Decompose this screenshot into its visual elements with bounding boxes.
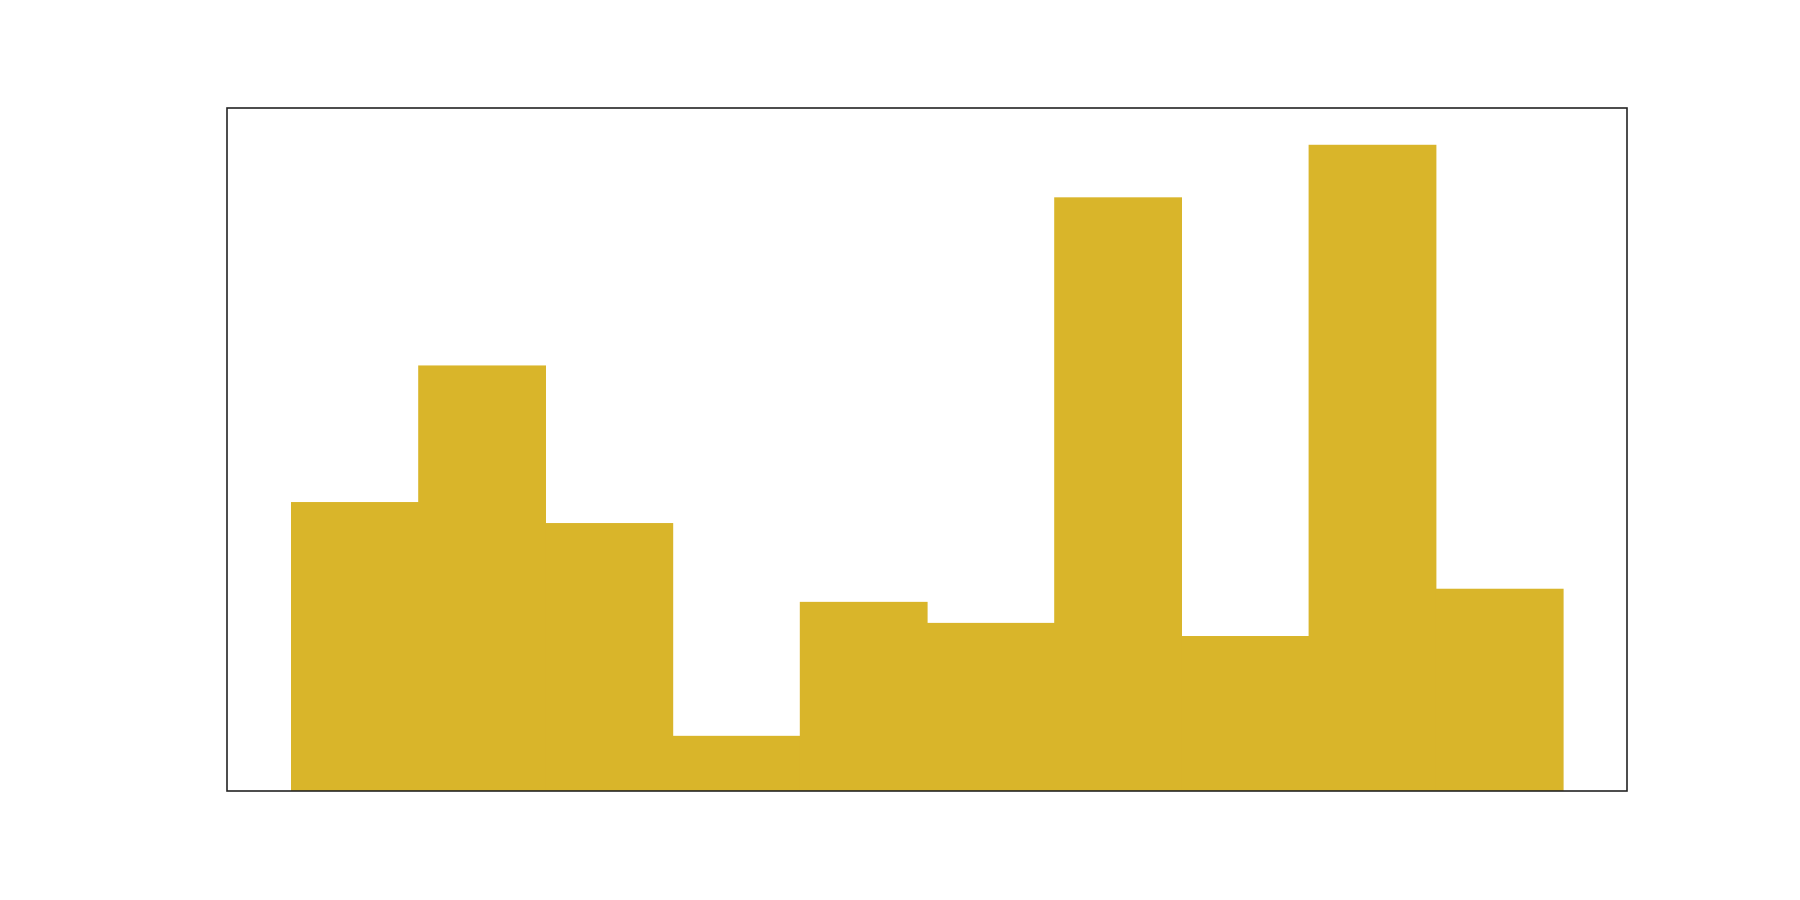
bar-series (291, 144, 1564, 791)
bar-5 (799, 601, 928, 791)
bar-6 (927, 622, 1055, 791)
bar-7 (1054, 197, 1182, 791)
bar-1 (291, 502, 419, 791)
plot-frame (226, 107, 1628, 792)
bar-2 (418, 365, 546, 791)
bar-3 (545, 523, 674, 791)
bar-9 (1308, 144, 1437, 791)
bar-8 (1181, 636, 1310, 791)
bar-10 (1435, 588, 1564, 791)
bar-4 (672, 735, 801, 791)
